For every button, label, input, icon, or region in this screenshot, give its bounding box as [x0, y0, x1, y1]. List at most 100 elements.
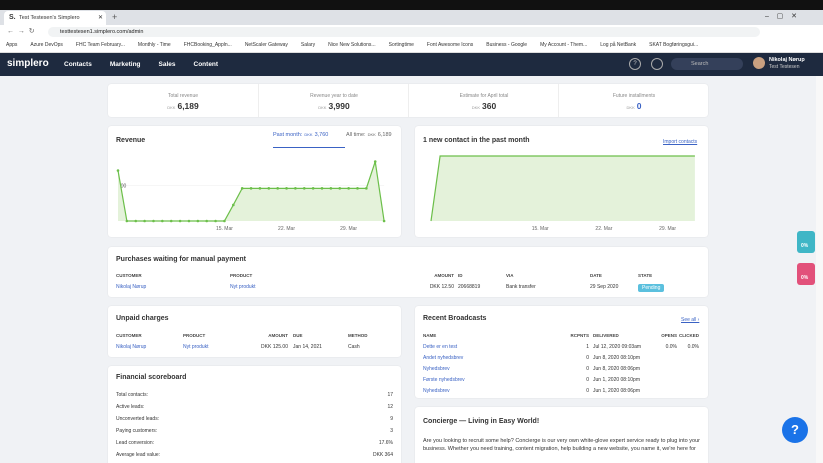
bookmark[interactable]: Monthly - Time	[137, 42, 171, 48]
score-value: 9	[390, 416, 393, 422]
bookmark[interactable]: Log på NetBank	[600, 42, 637, 48]
scrollbar[interactable]	[816, 76, 823, 463]
bookmark[interactable]: Font Awesome Icons	[426, 42, 474, 48]
side-widget[interactable]: 0%	[797, 231, 815, 253]
table-cell[interactable]: Første nyhedsbrev	[423, 377, 465, 383]
stat-currency: DKK	[318, 105, 327, 110]
menu-item[interactable]: Marketing	[109, 61, 141, 68]
point	[311, 187, 315, 190]
column-header: RCPNTS	[570, 333, 589, 338]
tab-currency: DKK	[304, 132, 313, 137]
search-box[interactable]: Search	[671, 58, 743, 70]
help-bubble[interactable]: ?	[782, 417, 808, 443]
column-header: VIA	[506, 273, 514, 278]
stat-currency: DKK	[626, 105, 635, 110]
stat-value: DKK 360	[409, 101, 559, 111]
table-cell: 0.0%	[687, 344, 699, 350]
bookmark[interactable]: Business - Google	[486, 42, 528, 48]
address-bar[interactable]: testtestesen1.simplero.com/admin	[48, 27, 760, 37]
point	[143, 219, 146, 223]
unpaid-card: Unpaid charges CUSTOMER PRODUCT AMOUNT DUE M…	[108, 306, 401, 357]
stats-card: Total revenue DKK 6,189 Revenue year to dat…	[108, 84, 708, 117]
table-cell[interactable]: Nyhedsbrev	[423, 388, 450, 394]
stat-number: 0	[636, 101, 642, 111]
bookmark[interactable]: Apps	[6, 42, 18, 48]
stat: Total revenue DKK 6,189	[108, 84, 258, 117]
purchases-card: Purchases waiting for manual payment CUS…	[108, 247, 708, 297]
bookmark[interactable]: FHCBooking_Appln...	[183, 42, 232, 48]
table-cell: Jun 8, 2020 08:06pm	[593, 366, 640, 372]
point	[356, 187, 359, 190]
user-name[interactable]: Nikolaj Nørup	[769, 57, 805, 63]
column-header: CUSTOMER	[116, 333, 142, 338]
import-link[interactable]: Import contacts	[663, 139, 698, 145]
column-header: OPENS	[661, 333, 677, 338]
tab[interactable]: S. Test Testesen's Simplero ✕	[4, 11, 106, 25]
point	[276, 187, 279, 190]
table-cell: Jun 1, 2020 08:10pm	[593, 377, 640, 383]
table-cell[interactable]: Nyt produkt	[230, 284, 256, 290]
tab-strip	[0, 10, 823, 25]
table-cell: Cash	[348, 344, 360, 350]
point	[258, 187, 262, 190]
score-value: 3	[390, 428, 393, 434]
bookmark[interactable]: Azure DevOps	[30, 42, 63, 48]
stat-value: DKK 0	[559, 101, 709, 111]
column-header: AMOUNT	[434, 273, 454, 278]
stat-label: Estimate for April total	[459, 93, 509, 99]
stat-label: Future installments	[612, 93, 656, 99]
bookmark[interactable]: Sortingtime	[388, 42, 414, 48]
settings-icon[interactable]	[651, 58, 663, 70]
point	[338, 187, 342, 190]
scoreboard-card: Financial scoreboard Total contacts: 17 Ac…	[108, 366, 401, 463]
column-header: CLICKED	[679, 333, 699, 338]
revenue-tab[interactable]: Past month: DKK 3,760	[273, 132, 345, 148]
bookmark[interactable]: Nice New Solutions...	[328, 42, 376, 48]
table-cell: 20668819	[458, 284, 481, 290]
tab-value: 6,189	[377, 132, 392, 138]
score-label: Paying customers:	[116, 428, 158, 434]
column-header: ID	[458, 273, 463, 278]
bookmark[interactable]: FHC Team February...	[75, 42, 125, 48]
logo[interactable]: simplero	[7, 58, 49, 69]
stat: Revenue year to date DKK 3,990	[258, 84, 409, 117]
new-tab[interactable]: +	[112, 12, 118, 22]
table-cell[interactable]: Andet nyhedsbrev	[423, 355, 464, 361]
menu-item[interactable]: Contacts	[64, 61, 92, 68]
area	[118, 161, 385, 221]
side-widget[interactable]: 0%	[797, 263, 815, 285]
point	[347, 187, 350, 190]
menu-item[interactable]: Content	[193, 61, 219, 68]
card-title: Unpaid charges	[116, 315, 169, 322]
score-value: 17	[387, 392, 393, 398]
bookmark[interactable]: SKAT Bogføringsgui...	[649, 42, 699, 48]
point	[134, 219, 138, 223]
table-cell[interactable]: Dette er en test	[423, 344, 458, 350]
card-title: Concierge — Living in Easy World!	[423, 418, 540, 425]
tab-label: Past month:	[273, 132, 303, 138]
table-cell[interactable]: Nyt produkt	[183, 344, 209, 350]
tab-currency: DKK	[367, 132, 376, 137]
bookmark[interactable]: NetScaler Gateway	[244, 42, 288, 48]
revenue-tab[interactable]: All time: DKK 6,189	[346, 132, 401, 147]
bookmark[interactable]: Salary	[300, 42, 316, 48]
contacts-card: 1 new contact in the past month Import c…	[415, 126, 708, 237]
point	[214, 219, 217, 223]
table-cell[interactable]: Nikolaj Nørup	[116, 284, 147, 290]
table-cell[interactable]: Nyhedsbrev	[423, 366, 450, 372]
help-icon[interactable]: ?	[629, 58, 641, 70]
stat-number: 6,189	[177, 101, 199, 111]
revenue-card: Revenue 200 15. Mar 22. Mar 29. Mar Past mo…	[108, 126, 401, 237]
menu-item[interactable]: Sales	[158, 61, 176, 68]
bookmark[interactable]: My Account - Them...	[540, 42, 588, 48]
point	[187, 219, 191, 223]
point	[294, 187, 297, 190]
tab-close[interactable]: ✕	[98, 15, 104, 21]
nav-buttons[interactable]: ← → ↻	[7, 28, 35, 35]
window-controls[interactable]: – ▢ ✕	[765, 13, 797, 20]
avatar[interactable]	[753, 57, 765, 69]
column-header: AMOUNT	[268, 333, 288, 338]
x-tick-label: 15. Mar	[532, 226, 549, 232]
table-cell[interactable]: Nikolaj Nørup	[116, 344, 147, 350]
see-all-link[interactable]: See all ›	[681, 317, 700, 323]
